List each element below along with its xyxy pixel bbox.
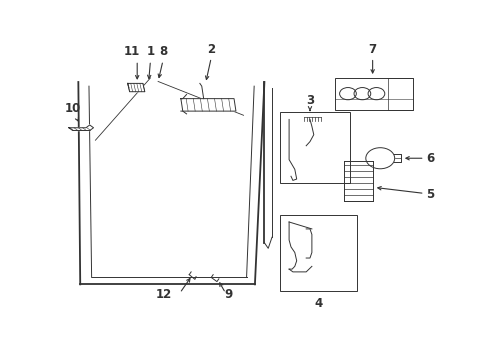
Text: 12: 12 bbox=[156, 288, 172, 301]
Text: 1: 1 bbox=[147, 45, 154, 58]
Polygon shape bbox=[69, 125, 94, 131]
Text: 9: 9 bbox=[224, 288, 233, 301]
Bar bbox=[280, 215, 358, 291]
Text: 8: 8 bbox=[160, 45, 168, 58]
Polygon shape bbox=[128, 84, 145, 92]
Text: 5: 5 bbox=[426, 188, 434, 201]
Bar bbox=[335, 78, 413, 110]
Polygon shape bbox=[181, 99, 236, 111]
Text: 7: 7 bbox=[368, 43, 377, 56]
Text: 11: 11 bbox=[123, 45, 140, 58]
Text: 10: 10 bbox=[65, 102, 81, 115]
Text: 4: 4 bbox=[315, 297, 323, 310]
Text: 2: 2 bbox=[207, 43, 215, 56]
Text: 3: 3 bbox=[306, 94, 314, 107]
Bar bbox=[280, 112, 350, 183]
Text: 6: 6 bbox=[426, 152, 434, 165]
